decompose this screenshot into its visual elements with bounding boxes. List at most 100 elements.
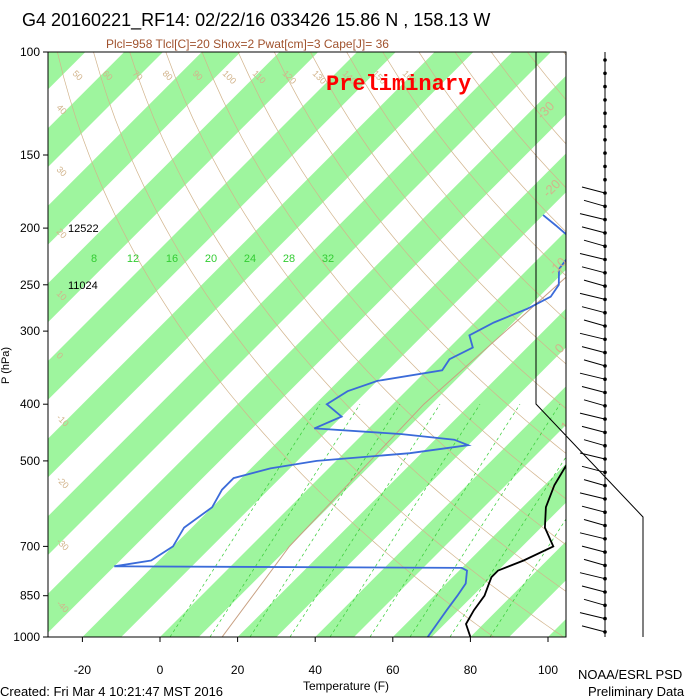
wind-barb <box>583 399 606 407</box>
wind-station-dot <box>603 483 607 488</box>
mixing-ratio-label: 8 <box>361 635 366 645</box>
wind-barb <box>579 372 606 380</box>
dry-adiabat <box>237 52 566 454</box>
y-tick-label: 200 <box>20 221 40 235</box>
wind-barb-panel <box>535 52 644 637</box>
isotherm-band <box>48 52 86 90</box>
x-tick-label: 0 <box>157 663 164 677</box>
mixing-ratio-label: 1 <box>169 635 174 645</box>
wind-barb <box>579 412 606 420</box>
mixing-ratio-line <box>289 404 441 637</box>
wind-station-dot <box>603 138 607 142</box>
mixing-ratio-line <box>249 404 401 637</box>
isotherm-band <box>160 231 566 637</box>
wind-barb <box>581 346 606 354</box>
mixing-ratio-label: 20 <box>455 635 465 645</box>
mixing-ratio-line <box>209 404 361 637</box>
wind-station-dot <box>603 164 607 169</box>
mixing-ratio-label: 24 <box>244 253 256 265</box>
mixing-ratio-line <box>489 518 566 637</box>
mixing-ratio-line <box>409 404 561 637</box>
y-tick-label: 250 <box>20 278 40 292</box>
dry-adiabat <box>346 52 566 321</box>
mixing-ratio-label: 12 <box>127 253 139 265</box>
wind-barb <box>579 492 606 500</box>
x-axis: -20 0 20 40 60 80 100 <box>74 637 558 677</box>
wind-barb <box>579 612 606 620</box>
wind-station-dot <box>603 84 607 89</box>
wind-barb <box>579 532 606 540</box>
y-axis-label: P (hPa) <box>0 346 12 384</box>
mixing-ratio-line <box>449 456 566 637</box>
x-tick-label: 80 <box>464 663 478 677</box>
y-tick-label: 100 <box>20 45 40 59</box>
wind-barb <box>583 598 606 606</box>
isotherm-band <box>82 153 566 637</box>
height-label: 12522 <box>68 223 99 235</box>
y-tick-label: 150 <box>20 148 40 162</box>
wind-barb <box>579 572 606 580</box>
y-tick-label: 1000 <box>13 630 40 644</box>
wind-barb <box>583 199 606 207</box>
dry-adiabat-label: -20 <box>55 474 71 490</box>
mixing-ratio-line <box>329 404 481 637</box>
height-labels: 12522 11024 <box>68 223 99 292</box>
mixing-ratio-line <box>369 404 521 637</box>
plot-frame <box>47 51 567 638</box>
wind-station-dot <box>603 111 607 115</box>
y-axis: 100 150 200 250 300 400 500 700 850 1000 <box>13 45 48 644</box>
wind-barb <box>583 558 606 566</box>
wind-barb <box>581 545 606 553</box>
wind-barb <box>581 226 606 234</box>
mixing-ratio-line <box>169 404 321 637</box>
dry-adiabat-label: 30 <box>55 164 69 178</box>
isotherm-band <box>48 75 566 633</box>
wind-barb <box>583 519 606 526</box>
wind-barb <box>581 585 606 593</box>
wind-station-dot <box>603 497 607 501</box>
y-tick-label: 500 <box>20 454 40 468</box>
isotherm-band <box>48 52 396 400</box>
y-tick-label: 400 <box>20 397 40 411</box>
height-label: 11024 <box>68 280 98 292</box>
x-tick-label: 20 <box>231 663 245 677</box>
wind-barb <box>583 279 606 287</box>
wind-barb <box>579 213 606 221</box>
wind-station-dot <box>603 124 607 129</box>
hodograph-border <box>535 52 644 637</box>
wind-barb <box>581 625 606 633</box>
wind-station-dot <box>603 177 607 182</box>
isotherm-label: 10 <box>558 413 579 434</box>
isotherm-label: 20 <box>564 491 585 512</box>
dry-adiabat-label: 0 <box>55 350 66 361</box>
isotherm-band <box>48 52 551 556</box>
dry-adiabat <box>129 52 566 592</box>
mixing-ratio-label: 16 <box>166 253 178 265</box>
isotherm-band <box>48 52 474 478</box>
wind-station-dot <box>603 284 607 288</box>
mixing-ratio-label: 20 <box>205 253 217 265</box>
wind-station-dot <box>603 430 607 435</box>
isotherm-band <box>237 308 566 637</box>
wind-station-dot <box>603 364 607 368</box>
isotherm-band <box>392 463 566 637</box>
wind-barb <box>583 319 606 327</box>
credit-organization: NOAA/ESRL PSD <box>578 667 683 682</box>
x-tick-label: 40 <box>309 663 323 677</box>
wind-barb <box>581 386 606 393</box>
dewpoint-profile <box>114 214 566 637</box>
wind-barb <box>579 332 606 340</box>
wind-barb <box>581 266 606 274</box>
isotherm-band <box>48 52 163 167</box>
wind-barb <box>579 253 606 260</box>
mixing-ratio-label: 5 <box>313 635 318 645</box>
wind-station-dot <box>603 297 607 302</box>
dry-adiabat <box>201 52 566 500</box>
isotherm-band <box>613 25 700 649</box>
wind-station-dot <box>603 417 607 421</box>
wind-station-dot <box>603 58 607 62</box>
y-tick-label: 850 <box>20 589 40 603</box>
wind-barb <box>583 359 606 367</box>
